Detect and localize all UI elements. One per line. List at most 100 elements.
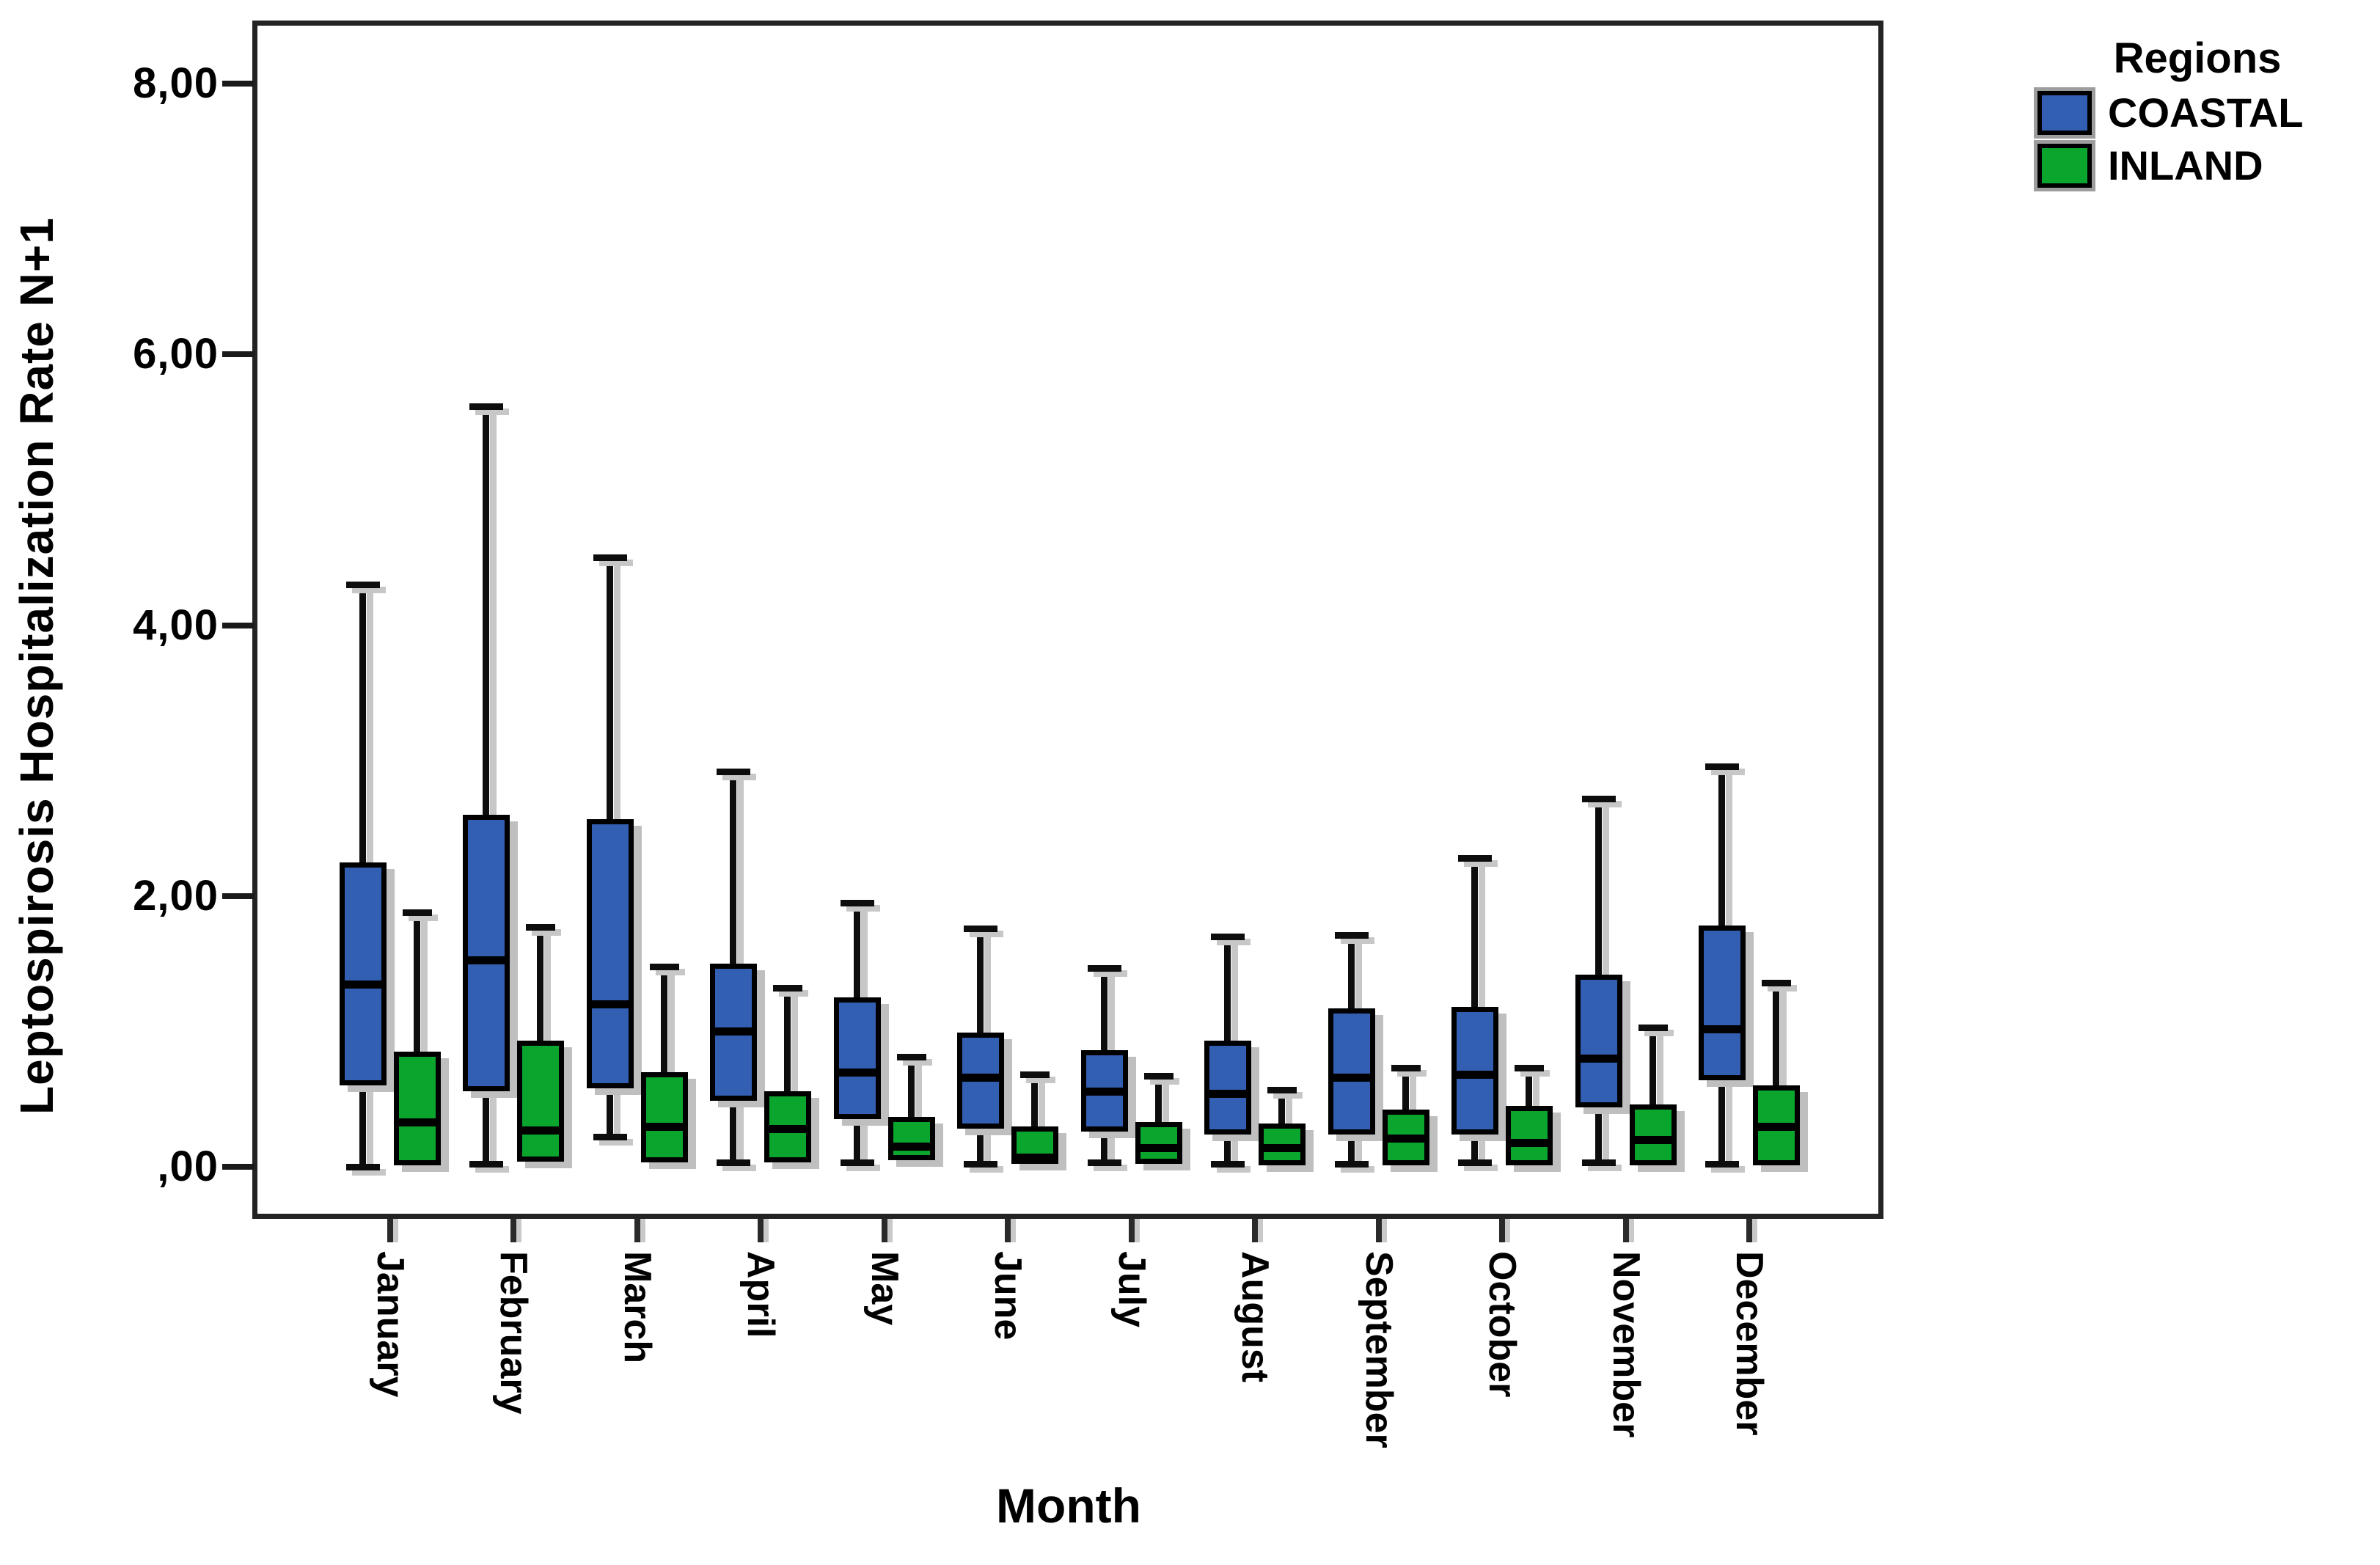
upper-whisker bbox=[908, 1057, 915, 1117]
whisker-cap bbox=[717, 1159, 750, 1166]
coastal-box bbox=[463, 815, 510, 1091]
lower-whisker bbox=[1348, 1135, 1355, 1164]
upper-whisker bbox=[1348, 935, 1355, 1008]
coastal-box bbox=[1204, 1041, 1251, 1135]
whisker-cap bbox=[1458, 855, 1492, 862]
median-line bbox=[1703, 1025, 1741, 1033]
lower-whisker bbox=[977, 1129, 984, 1164]
x-tick-label: July bbox=[1110, 1251, 1153, 1328]
whisker-cap bbox=[1088, 1159, 1121, 1166]
upper-whisker bbox=[1402, 1068, 1409, 1110]
x-axis-tick bbox=[1746, 1219, 1752, 1242]
inland-box bbox=[641, 1072, 688, 1162]
median-line bbox=[1634, 1136, 1672, 1144]
whisker-cap bbox=[1088, 965, 1121, 972]
inland-box bbox=[394, 1052, 441, 1165]
x-tick-label: September bbox=[1358, 1251, 1400, 1448]
inland-box bbox=[888, 1117, 935, 1160]
x-tick-label: May bbox=[863, 1251, 906, 1326]
whisker-cap bbox=[841, 1159, 874, 1166]
whisker-cap bbox=[1020, 1071, 1050, 1078]
median-line bbox=[344, 981, 382, 989]
x-axis-tick bbox=[1005, 1219, 1011, 1242]
whisker-cap bbox=[1144, 1073, 1173, 1080]
x-tick-label: August bbox=[1234, 1251, 1276, 1383]
upper-whisker bbox=[1471, 858, 1478, 1007]
y-tick-label: ,00 bbox=[157, 1143, 219, 1190]
whisker-cap bbox=[1515, 1065, 1544, 1071]
whisker-cap bbox=[1582, 796, 1616, 802]
whisker-cap bbox=[773, 985, 802, 992]
x-tick-label: October bbox=[1481, 1251, 1523, 1398]
median-line bbox=[467, 956, 505, 964]
median-line bbox=[1085, 1088, 1124, 1096]
median-line bbox=[769, 1125, 807, 1133]
whisker-cap bbox=[1211, 1161, 1245, 1168]
upper-whisker bbox=[1595, 799, 1602, 975]
legend-label: INLAND bbox=[2108, 142, 2263, 188]
y-axis-title: Leptospirosis Hospitalization Rate N+1 bbox=[10, 217, 63, 1115]
x-axis-tick bbox=[387, 1219, 393, 1242]
x-tick-label: November bbox=[1605, 1251, 1647, 1438]
upper-whisker bbox=[414, 912, 420, 1052]
lower-whisker bbox=[1224, 1135, 1231, 1164]
legend-entry-coastal: COASTAL bbox=[2021, 91, 2373, 135]
upper-whisker bbox=[1526, 1068, 1532, 1106]
median-line bbox=[398, 1118, 436, 1126]
whisker-cap bbox=[469, 1161, 503, 1168]
upper-whisker bbox=[977, 928, 984, 1033]
inland-box bbox=[1135, 1122, 1182, 1164]
x-axis-tick bbox=[1623, 1219, 1629, 1242]
coastal-box bbox=[1328, 1008, 1375, 1135]
coastal-box bbox=[1699, 926, 1746, 1080]
coastal-swatch-icon bbox=[2037, 91, 2092, 135]
x-axis-title: Month bbox=[996, 1478, 1141, 1533]
lower-whisker bbox=[483, 1091, 489, 1164]
x-axis-tick bbox=[634, 1219, 640, 1242]
y-axis-tick bbox=[222, 81, 255, 87]
median-line bbox=[1209, 1090, 1247, 1098]
whisker-cap bbox=[841, 900, 874, 906]
upper-whisker bbox=[537, 927, 543, 1041]
upper-whisker bbox=[730, 771, 736, 964]
median-line bbox=[645, 1123, 684, 1131]
median-line bbox=[838, 1069, 876, 1077]
upper-whisker bbox=[661, 967, 667, 1072]
lower-whisker bbox=[730, 1101, 736, 1162]
upper-whisker bbox=[854, 903, 860, 997]
median-line bbox=[1263, 1144, 1301, 1152]
median-line bbox=[521, 1126, 560, 1135]
whisker-cap bbox=[346, 1164, 380, 1170]
median-line bbox=[1580, 1055, 1618, 1063]
y-axis-tick bbox=[222, 1164, 255, 1170]
median-line bbox=[1387, 1135, 1425, 1143]
whisker-cap bbox=[897, 1054, 926, 1060]
upper-whisker bbox=[1031, 1074, 1038, 1126]
inland-box bbox=[1630, 1104, 1677, 1165]
whisker-cap bbox=[526, 924, 555, 931]
whisker-cap bbox=[1335, 1161, 1369, 1168]
median-line bbox=[1016, 1154, 1054, 1162]
y-axis-tick bbox=[222, 623, 255, 628]
upper-whisker bbox=[1155, 1076, 1162, 1122]
inland-box bbox=[517, 1041, 564, 1162]
upper-whisker bbox=[607, 557, 613, 819]
whisker-cap bbox=[1458, 1159, 1492, 1166]
legend: Regions COASTAL INLAND bbox=[2021, 35, 2373, 188]
median-line bbox=[893, 1143, 931, 1151]
coastal-box bbox=[834, 997, 881, 1119]
x-axis-tick bbox=[1252, 1219, 1258, 1242]
upper-whisker bbox=[359, 584, 366, 862]
whisker-cap bbox=[593, 554, 627, 561]
whisker-cap bbox=[1705, 1161, 1739, 1168]
median-line bbox=[1140, 1144, 1178, 1152]
x-tick-label: June bbox=[986, 1251, 1029, 1341]
y-tick-label: 6,00 bbox=[133, 330, 219, 378]
legend-label: COASTAL bbox=[2108, 89, 2304, 136]
whisker-cap bbox=[964, 926, 997, 932]
whisker-cap bbox=[1335, 932, 1369, 939]
whisker-cap bbox=[1582, 1159, 1616, 1166]
whisker-cap bbox=[593, 1134, 627, 1140]
whisker-cap bbox=[1762, 980, 1791, 986]
whisker-cap bbox=[1211, 934, 1245, 940]
